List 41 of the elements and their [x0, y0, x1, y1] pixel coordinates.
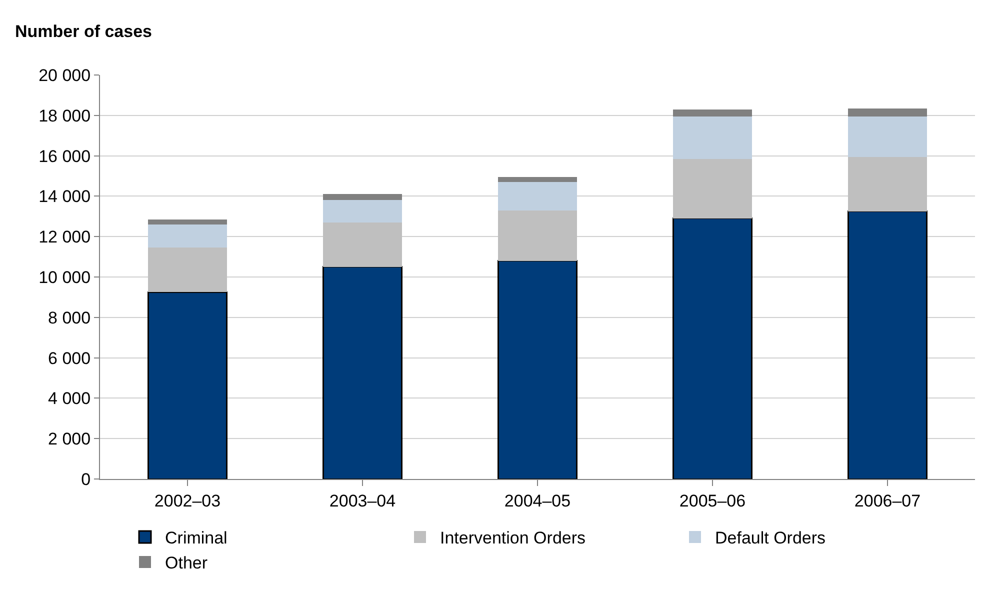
bar: [848, 116, 927, 157]
y-tick-label: 20 000: [38, 66, 91, 85]
y-tick-label: 12 000: [38, 228, 91, 247]
bar: [848, 108, 927, 116]
bar: [148, 248, 227, 292]
bar: [323, 200, 402, 222]
bar: [673, 158, 752, 218]
bar: [147, 291, 228, 479]
y-tick-label: 4 000: [48, 389, 91, 408]
bar: [498, 182, 577, 210]
bar: [497, 260, 578, 479]
bar: [148, 219, 227, 224]
x-tick-label: 2005–06: [679, 491, 746, 510]
bar: [847, 210, 928, 479]
bar: [848, 156, 927, 212]
y-axis-title: Number of cases: [15, 22, 152, 41]
legend-label: Other: [165, 554, 208, 573]
bar: [673, 109, 752, 116]
bar: [498, 177, 577, 182]
y-tick-label: 18 000: [38, 106, 91, 126]
bar: [148, 224, 227, 248]
bar: [672, 218, 753, 479]
bar: [673, 116, 752, 159]
bar: [323, 222, 402, 267]
x-tick-label: 2004–05: [504, 491, 571, 510]
y-tick-label: 14 000: [38, 187, 91, 206]
x-tick-label: 2006–07: [854, 491, 921, 510]
bar: [498, 210, 577, 261]
bar: [323, 194, 402, 200]
legend-label: Criminal: [165, 528, 228, 548]
y-tick-label: 6 000: [48, 348, 91, 368]
y-tick-label: 16 000: [38, 146, 91, 166]
legend-label: Default Orders: [715, 528, 826, 548]
y-tick-label: 10 000: [38, 268, 91, 287]
y-tick-label: 8 000: [48, 308, 91, 328]
y-tick-label: 2 000: [48, 430, 91, 449]
x-tick-label: 2002–03: [154, 491, 221, 510]
legend-label: Intervention Orders: [440, 528, 586, 548]
bar: [322, 266, 403, 479]
y-tick-label: 0: [81, 470, 91, 489]
x-tick-label: 2003–04: [329, 491, 396, 510]
